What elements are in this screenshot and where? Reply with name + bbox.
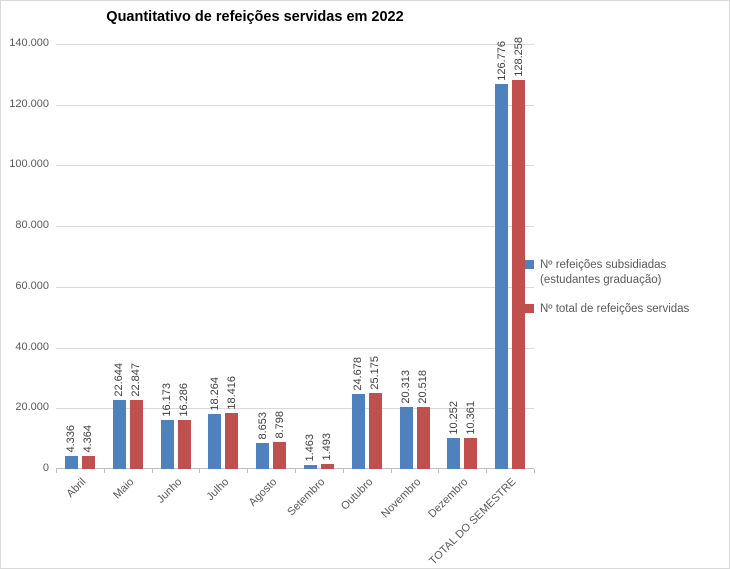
y-axis-label: 100.000: [9, 158, 49, 171]
data-label: 10.252: [447, 401, 460, 435]
bar[interactable]: [495, 84, 509, 469]
x-axis-tick: [151, 469, 153, 473]
y-axis-label: 120.000: [9, 97, 49, 110]
bar[interactable]: [399, 407, 413, 469]
bar[interactable]: [447, 438, 461, 469]
y-axis-label: 40.000: [15, 340, 49, 353]
data-label: 18.416: [225, 376, 238, 410]
data-label: 18.264: [208, 377, 221, 411]
x-axis-tick: [438, 469, 440, 473]
data-label: 4.364: [82, 425, 95, 453]
y-axis-label: 0: [42, 462, 49, 474]
y-axis-label: 80.000: [15, 219, 49, 232]
gridline: [56, 226, 534, 228]
bar[interactable]: [160, 420, 174, 469]
legend-label: Nº refeições subsidiadas (estudantes gra…: [540, 259, 667, 286]
x-axis-tick: [534, 469, 535, 473]
y-axis-label: 60.000: [15, 279, 49, 292]
data-label: 25.175: [369, 356, 382, 390]
bar[interactable]: [368, 393, 382, 469]
x-axis-label: Abril: [64, 476, 89, 501]
plot-area: 4.336 4.364 22.644 22.847 16.173 16.286 18.264…: [56, 37, 534, 469]
x-axis-tick: [390, 469, 392, 473]
bar[interactable]: [177, 420, 191, 469]
data-label: 1.463: [304, 434, 317, 462]
data-label: 128.258: [512, 37, 525, 77]
data-label: 10.361: [464, 401, 477, 435]
bar[interactable]: [512, 80, 526, 469]
data-label: 4.336: [65, 425, 78, 453]
bar[interactable]: [64, 456, 78, 469]
bar[interactable]: [351, 394, 365, 469]
gridline: [56, 286, 534, 288]
data-label: 16.173: [161, 383, 173, 417]
gridline: [56, 165, 534, 167]
gridline: [56, 408, 534, 410]
y-axis-label: 20.000: [15, 401, 49, 414]
x-axis-tick: [247, 469, 249, 473]
bar[interactable]: [81, 456, 95, 469]
y-axis-label: 140.000: [9, 37, 49, 49]
bar[interactable]: [208, 414, 222, 469]
bar[interactable]: [225, 413, 239, 469]
legend-marker: [525, 260, 534, 269]
x-axis-tick: [199, 469, 201, 473]
bar[interactable]: [464, 438, 478, 469]
bar[interactable]: [256, 443, 270, 469]
legend-marker: [525, 304, 534, 313]
data-label: 8.653: [256, 412, 269, 440]
data-label: 20.313: [400, 370, 412, 404]
bar[interactable]: [303, 465, 317, 469]
x-axis-tick: [295, 469, 296, 473]
legend-item[interactable]: Nº refeições subsidiadas (estudantes gra…: [525, 258, 727, 288]
data-label: 8.798: [273, 411, 286, 439]
gridline: [56, 44, 534, 45]
legend: Nº refeições subsidiadas (estudantes gra…: [525, 258, 727, 331]
chart-title: Quantitativo de refeições servidas em 20…: [106, 9, 404, 25]
bar[interactable]: [273, 442, 287, 469]
legend-label: Nº total de refeições servidas: [540, 303, 690, 315]
bar[interactable]: [129, 400, 143, 469]
bar[interactable]: [416, 407, 430, 469]
bar[interactable]: [320, 464, 334, 469]
x-axis-tick: [342, 469, 344, 473]
data-label: 1.493: [321, 433, 334, 461]
data-label: 24.678: [352, 357, 365, 391]
data-label: 20.518: [417, 370, 429, 404]
x-axis-tick: [486, 469, 488, 473]
gridline: [56, 347, 534, 349]
x-axis-tick: [103, 469, 105, 473]
data-label: 16.286: [178, 383, 190, 417]
data-label: 126.776: [495, 41, 508, 81]
x-axis-tick: [56, 469, 57, 473]
data-label: 22.847: [130, 363, 143, 397]
gridline: [56, 104, 534, 106]
bar[interactable]: [112, 400, 126, 469]
data-label: 22.644: [113, 363, 126, 397]
legend-item[interactable]: Nº total de refeições servidas: [525, 302, 727, 317]
x-axis-line: [56, 468, 534, 469]
